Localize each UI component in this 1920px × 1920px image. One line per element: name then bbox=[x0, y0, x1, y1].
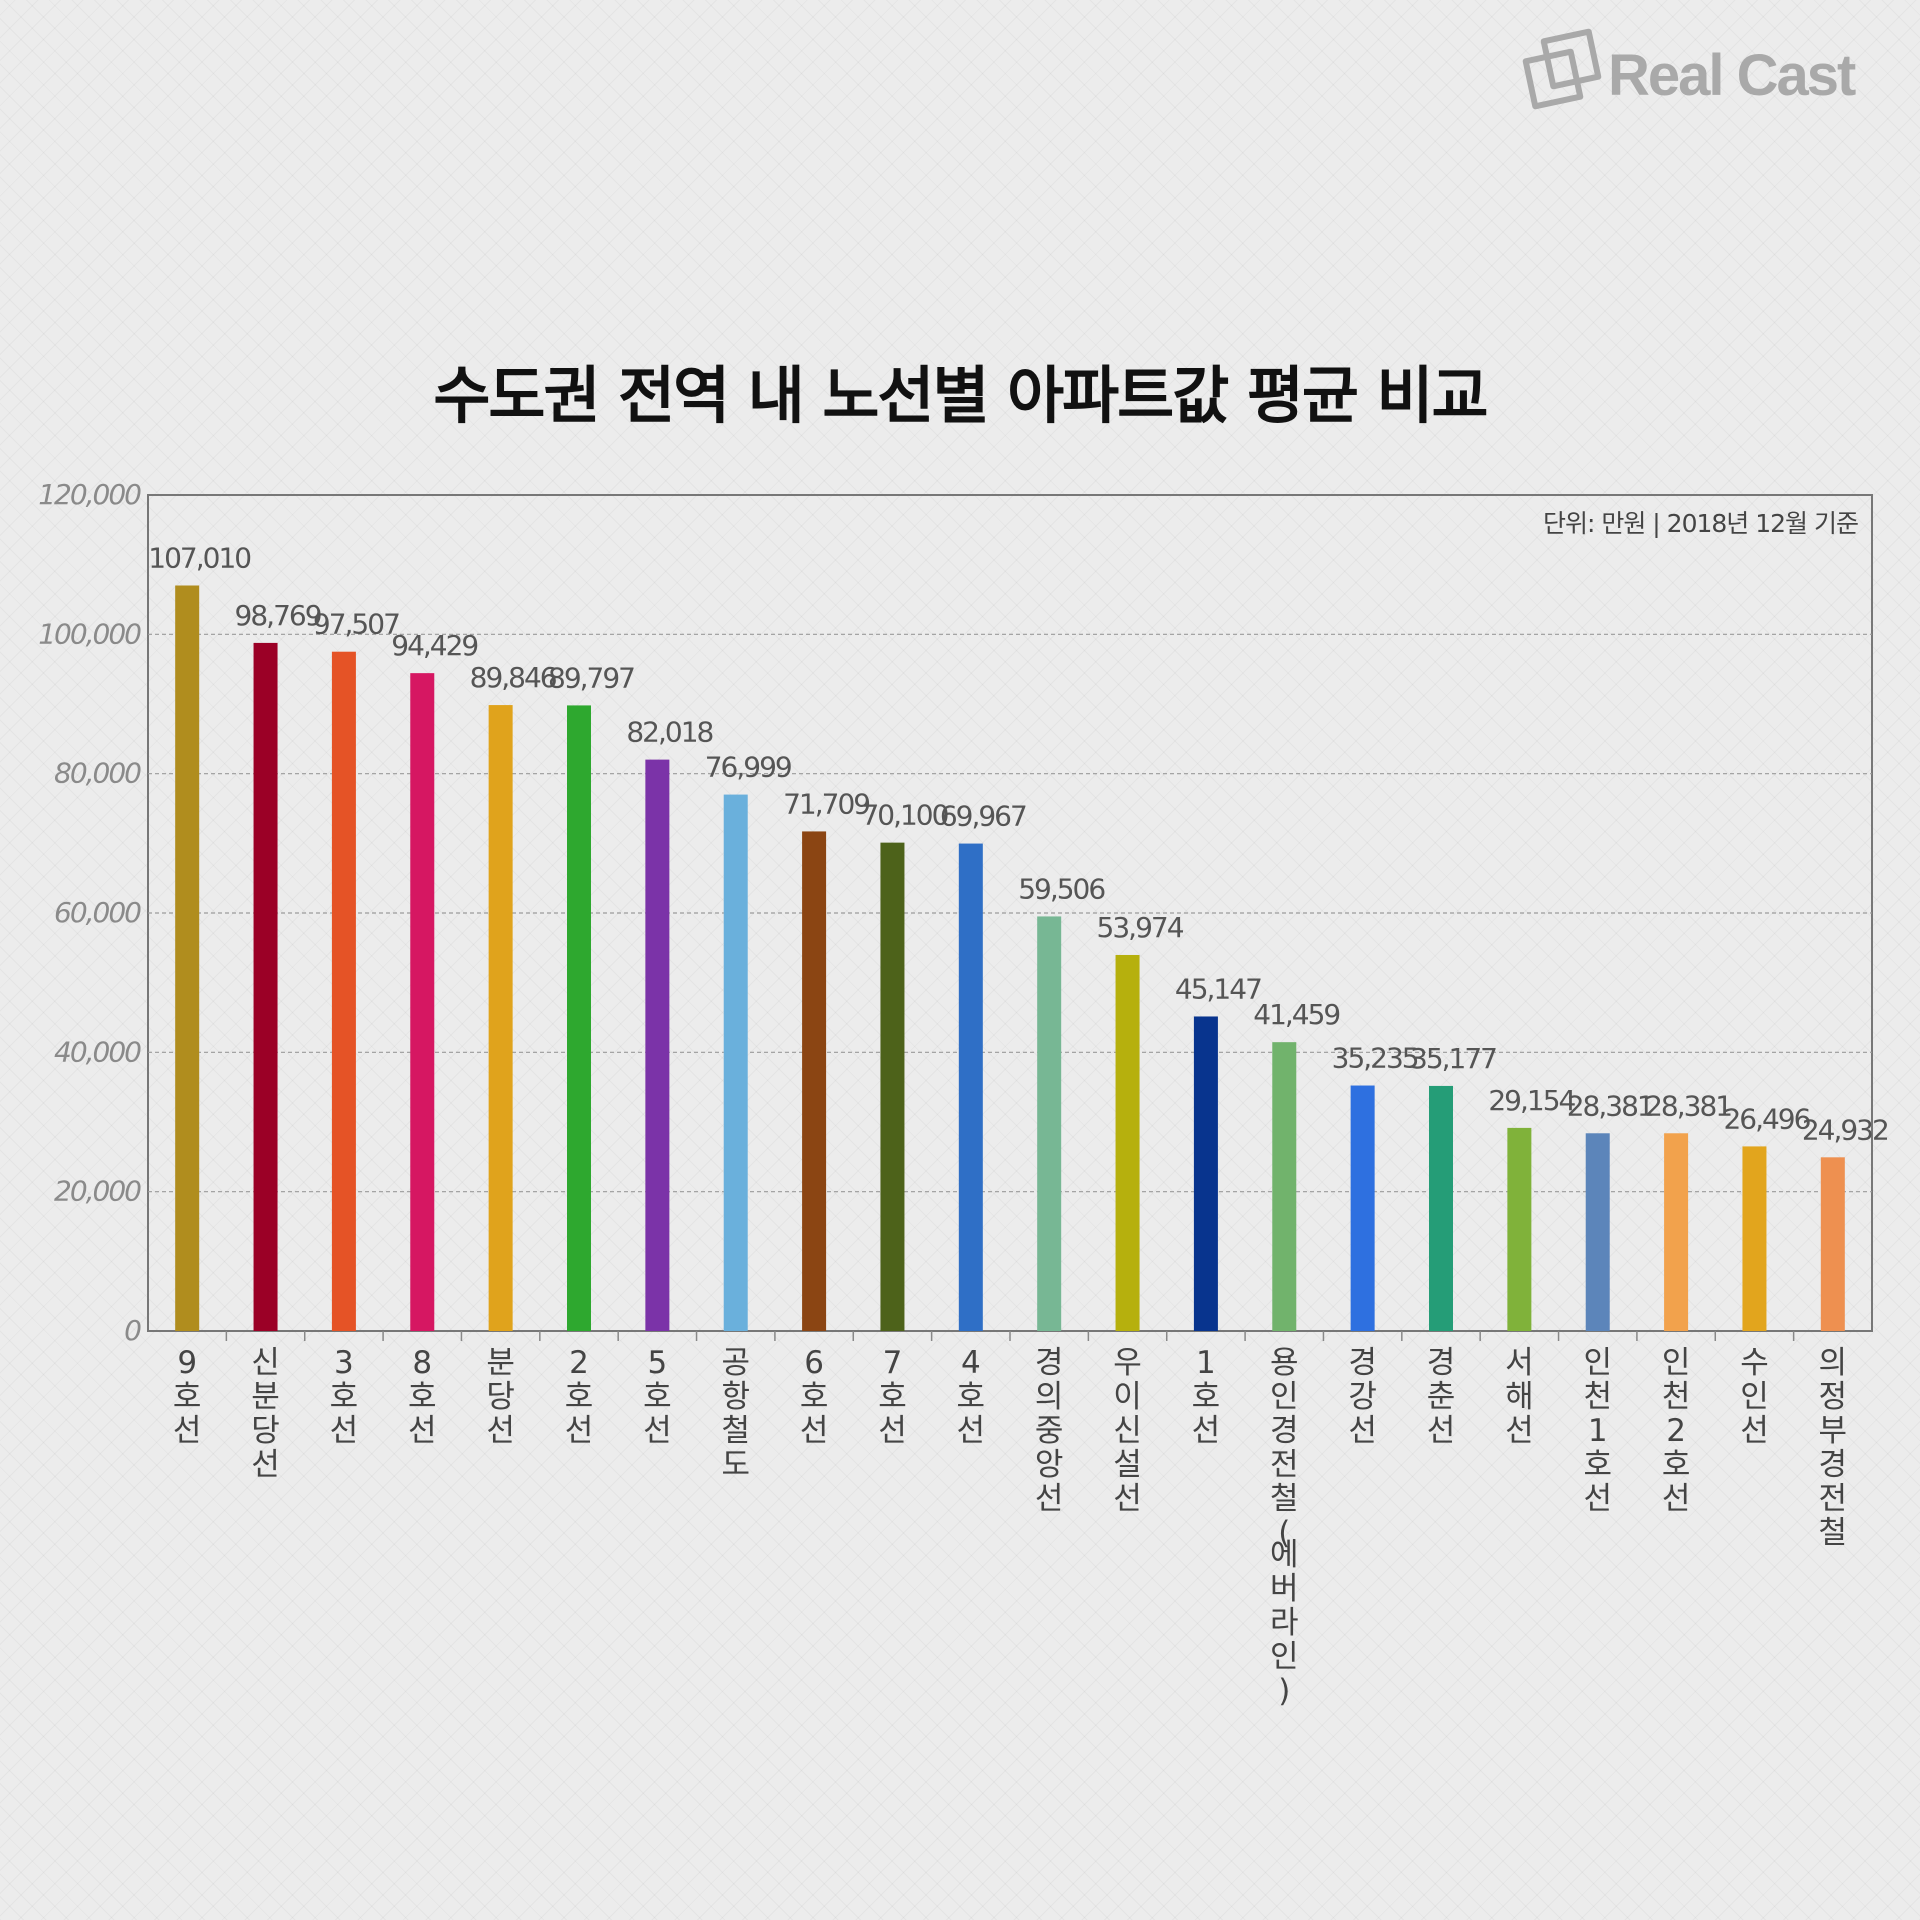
logo-text: Real Cast bbox=[1608, 43, 1856, 108]
data-label: 89,846 bbox=[470, 661, 557, 694]
bar bbox=[567, 705, 591, 1331]
bar bbox=[253, 642, 278, 1331]
bar bbox=[1429, 1085, 1453, 1331]
bar bbox=[958, 843, 983, 1331]
y-tick-label: 100,000 bbox=[38, 617, 141, 650]
y-tick-label: 80,000 bbox=[54, 757, 141, 790]
bar bbox=[1742, 1146, 1767, 1331]
y-tick-label: 40,000 bbox=[54, 1035, 141, 1068]
data-label: 97,507 bbox=[313, 608, 399, 641]
data-label: 24,932 bbox=[1802, 1113, 1888, 1146]
data-label: 45,147 bbox=[1175, 972, 1261, 1005]
bar bbox=[1115, 954, 1140, 1331]
page-title: 수도권 전역 내 노선별 아파트값 평균 비교 bbox=[433, 359, 1488, 432]
bar bbox=[1585, 1133, 1610, 1331]
data-label: 29,154 bbox=[1488, 1084, 1575, 1117]
bar bbox=[1820, 1157, 1845, 1331]
data-label: 53,974 bbox=[1097, 911, 1184, 944]
y-tick-label: 60,000 bbox=[54, 896, 141, 929]
data-label: 26,496 bbox=[1723, 1102, 1810, 1135]
bar bbox=[410, 673, 435, 1331]
y-tick-label: 120,000 bbox=[38, 478, 141, 511]
category-label: 용 인 경 전 철(에 버 라 인) bbox=[1270, 1345, 1299, 1709]
bar bbox=[1037, 916, 1062, 1331]
data-label: 70,100 bbox=[861, 799, 947, 832]
bar bbox=[1664, 1133, 1689, 1331]
bar bbox=[880, 842, 905, 1331]
bar bbox=[1507, 1127, 1532, 1331]
realcast-logo: Real Cast bbox=[1520, 26, 1900, 118]
data-label: 41,459 bbox=[1253, 998, 1339, 1031]
data-label: 35,235 bbox=[1332, 1042, 1418, 1075]
x-axis-categories: 9 호 선 신 분 당 선 3 호 선 8 호 선 분 당 선 2 호 선 5 호 선 공 항 철 도 6 호 선 7 호 선 4 호 선 경 의 중 앙 선… bbox=[173, 1345, 1847, 1709]
bar bbox=[723, 794, 748, 1331]
data-label: 35,177 bbox=[1410, 1042, 1496, 1075]
data-label: 94,429 bbox=[391, 629, 477, 662]
data-label: 89,797 bbox=[548, 661, 634, 694]
bars bbox=[175, 585, 1845, 1331]
bar bbox=[802, 831, 827, 1331]
bar bbox=[1272, 1042, 1297, 1331]
bar bbox=[1350, 1085, 1375, 1331]
grid-lines bbox=[147, 494, 1873, 1341]
data-label: 82,018 bbox=[626, 716, 712, 749]
y-tick-label: 20,000 bbox=[54, 1175, 141, 1208]
unit-note: 단위: 만원 | 2018년 12월 기준 bbox=[1543, 509, 1858, 538]
bar bbox=[331, 651, 356, 1331]
data-label: 28,381 bbox=[1645, 1089, 1731, 1122]
data-label: 59,506 bbox=[1018, 872, 1105, 905]
bar bbox=[1193, 1016, 1218, 1331]
data-label: 71,709 bbox=[783, 787, 869, 820]
data-label: 76,999 bbox=[705, 751, 791, 784]
y-tick-label: 0 bbox=[124, 1314, 141, 1347]
data-label: 98,769 bbox=[235, 599, 321, 632]
y-axis-ticks: 0 20,000 40,000 60,000 80,000 100,000 120,000 bbox=[38, 478, 143, 1347]
data-label: 28,381 bbox=[1567, 1089, 1653, 1122]
bar bbox=[175, 585, 200, 1331]
data-label: 69,967 bbox=[940, 800, 1026, 833]
logo-icon bbox=[1522, 28, 1602, 110]
bar bbox=[488, 705, 513, 1331]
data-label: 107,010 bbox=[148, 541, 250, 574]
bar bbox=[645, 759, 670, 1331]
